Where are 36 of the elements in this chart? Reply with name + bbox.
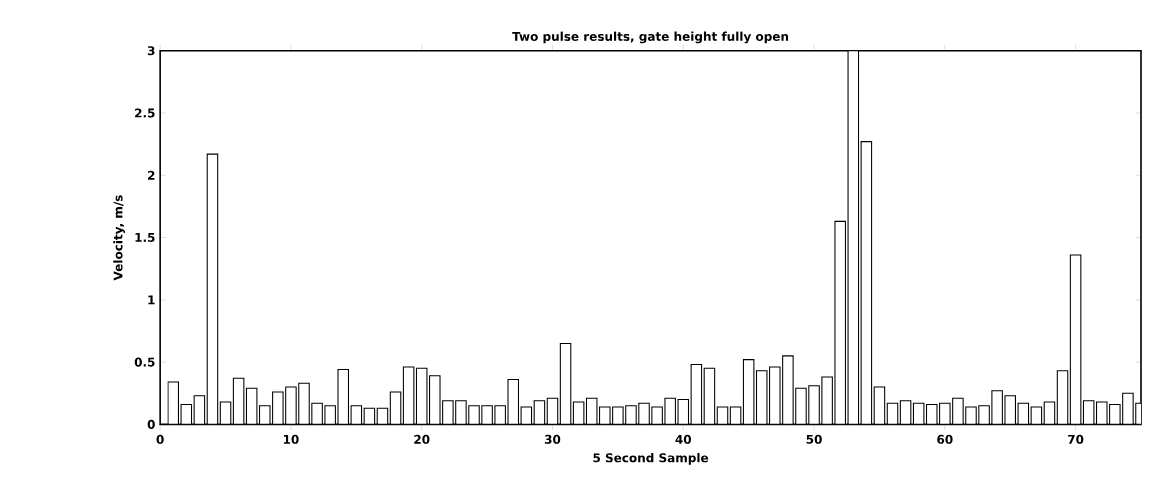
y-tick-label: 1 (148, 295, 155, 304)
bar (376, 407, 389, 425)
bar (886, 402, 899, 425)
bar (899, 399, 912, 425)
bar (533, 399, 546, 425)
bar (363, 407, 376, 425)
bar (1056, 370, 1069, 425)
bar (389, 391, 402, 425)
y-tick-label: 2.5 (135, 108, 155, 118)
bar (716, 406, 729, 425)
bar (206, 153, 219, 425)
bar (559, 342, 572, 425)
y-tick-label: 0.5 (134, 357, 155, 367)
x-tick-label: 20 (414, 434, 430, 444)
x-tick-label: 70 (1068, 434, 1084, 444)
bar (729, 406, 742, 425)
x-tick-label: 0 (156, 434, 164, 444)
chart-title: Two pulse results, gate height fully open (512, 31, 789, 44)
x-tick-label: 30 (544, 434, 561, 444)
bar (546, 397, 559, 425)
x-axis-title: 5 Second Sample (593, 452, 709, 465)
y-tick-label: 2 (148, 170, 155, 180)
x-tick-label: 10 (283, 434, 299, 444)
y-tick-label: 3 (147, 45, 155, 56)
x-tick-label: 50 (806, 434, 822, 444)
bar (1069, 254, 1082, 425)
bar (873, 386, 886, 425)
bar (219, 401, 232, 425)
y-tick-label: 1.5 (135, 232, 155, 242)
bar (1043, 401, 1056, 425)
x-tick-label: 60 (937, 434, 953, 444)
bar (232, 377, 245, 425)
y-axis-title: Velocity, m/s (113, 195, 125, 281)
bar (703, 367, 716, 425)
x-tick-label: 40 (675, 434, 692, 444)
y-tick-label: 0 (147, 419, 155, 429)
